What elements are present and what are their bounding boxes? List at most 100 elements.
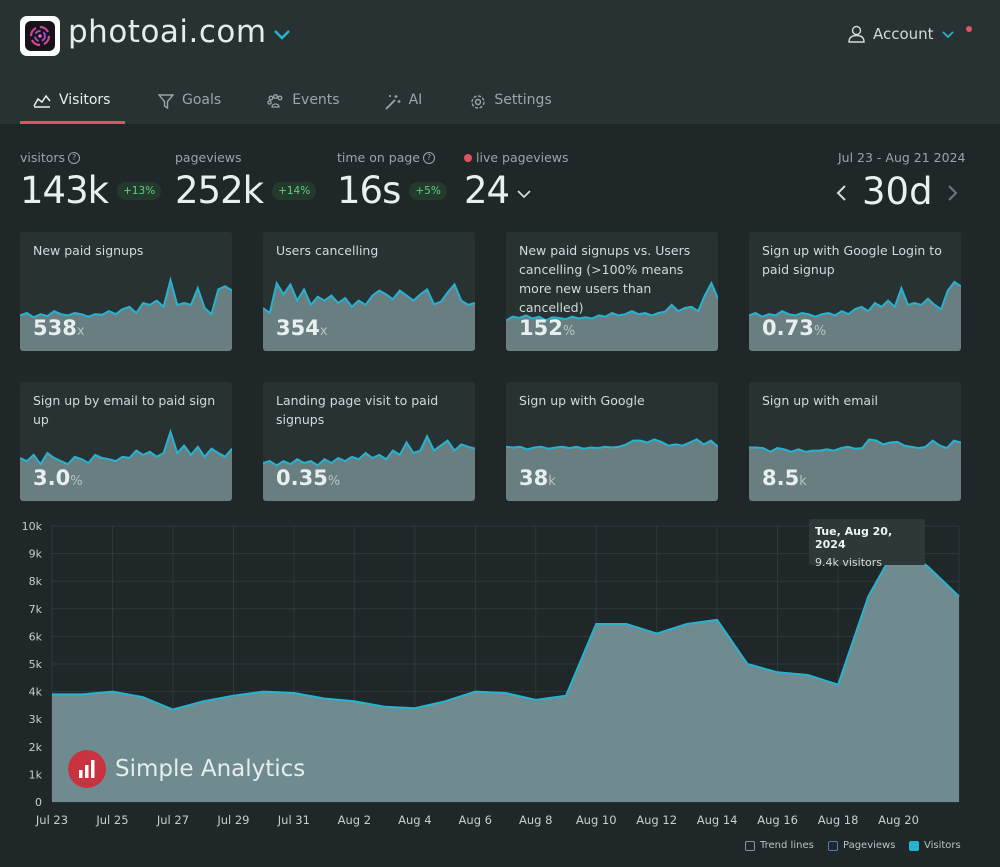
card-unit: k	[799, 474, 807, 489]
sparkline-line	[263, 433, 475, 467]
x-tick-label: Jul 29	[216, 813, 249, 827]
goal-card[interactable]: Users cancelling 354x	[263, 232, 475, 351]
card-value: 0.73%	[762, 316, 826, 340]
chart-icon	[33, 94, 51, 108]
checkbox-icon[interactable]	[745, 840, 755, 851]
x-tick-label: Aug 10	[576, 813, 617, 827]
spiral-logo-icon	[29, 25, 51, 47]
tab-goals[interactable]: Goals	[158, 92, 221, 124]
y-tick-label: 7k	[29, 603, 43, 616]
goal-card[interactable]: New paid signups vs. Users cancelling (>…	[506, 232, 718, 351]
goal-card[interactable]: Sign up with email 8.5k	[749, 382, 961, 501]
legend-trend-lines[interactable]: Trend lines	[745, 840, 814, 851]
tab-settings-label: Settings	[494, 92, 552, 108]
x-tick-label: Aug 8	[519, 813, 552, 827]
goal-card[interactable]: Sign up with Google Login to paid signup…	[749, 232, 961, 351]
chevron-down-icon[interactable]	[516, 188, 532, 200]
stat-live-pageviews[interactable]: live pageviews 24	[464, 150, 569, 212]
sparkline-area	[749, 439, 961, 501]
card-value: 3.0%	[33, 466, 83, 490]
sparkline-line	[506, 438, 718, 451]
sparkline-area	[749, 282, 961, 351]
goal-card[interactable]: New paid signups 538x	[20, 232, 232, 351]
sparkline-line	[749, 438, 961, 453]
tab-events[interactable]: Events	[267, 92, 340, 124]
sparkline-line	[263, 280, 475, 315]
change-badge: +5%	[409, 181, 447, 200]
y-tick-label: 2k	[29, 741, 43, 754]
funnel-icon	[158, 94, 174, 109]
tab-settings[interactable]: Settings	[470, 92, 552, 124]
legend-label: Trend lines	[760, 840, 814, 851]
y-tick-label: 10k	[22, 520, 43, 533]
sparkline-chart	[263, 433, 475, 501]
card-number: 0.73	[762, 316, 814, 340]
y-tick-label: 5k	[29, 658, 43, 671]
x-tick-label: Aug 18	[818, 813, 859, 827]
stat-visitors[interactable]: visitors? 143k +13%	[20, 150, 162, 212]
card-value: 38k	[519, 466, 556, 490]
help-icon[interactable]: ?	[422, 151, 435, 164]
tooltip-value: 9.4k visitors	[815, 556, 883, 569]
card-title: Sign up with email	[762, 393, 879, 408]
sparkline-area	[506, 283, 718, 351]
y-tick-label: 0	[35, 796, 42, 809]
chevron-down-icon[interactable]	[273, 29, 291, 41]
account-label: Account	[873, 25, 934, 43]
card-title: Sign up by email to paid sign up	[33, 393, 216, 427]
tab-ai[interactable]: AI	[384, 92, 422, 124]
tooltip-title: Tue, Aug 20, 2024	[815, 525, 893, 551]
stat-visitors-label: visitors	[20, 150, 66, 165]
sparkline-area	[263, 436, 475, 501]
tab-events-label: Events	[292, 92, 340, 108]
sparkline-chart	[263, 280, 475, 351]
sparkline-line	[20, 428, 232, 466]
y-tick-label: 8k	[29, 575, 43, 588]
period-selector[interactable]: 30d	[862, 170, 933, 213]
sparkline-line	[506, 280, 718, 322]
card-unit: x	[319, 324, 328, 339]
goal-card[interactable]: Sign up by email to paid sign up 3.0%	[20, 382, 232, 501]
site-logo[interactable]	[20, 16, 60, 56]
change-badge: +13%	[117, 181, 162, 200]
checkbox-icon[interactable]	[828, 840, 838, 851]
nav-tabs: Visitors Goals Events AI	[20, 92, 552, 124]
card-unit: k	[548, 474, 556, 489]
checkbox-checked-icon[interactable]	[909, 840, 919, 851]
x-tick-label: Aug 6	[459, 813, 492, 827]
account-menu[interactable]: Account	[848, 25, 954, 43]
legend-visitors[interactable]: Visitors	[909, 840, 961, 851]
stat-pageviews-value: 252k	[175, 169, 264, 212]
card-title: Sign up with Google	[519, 393, 645, 408]
tab-visitors[interactable]: Visitors	[20, 92, 125, 124]
sparkline-line	[749, 280, 961, 318]
stat-pageviews[interactable]: pageviews 252k +14%	[175, 150, 317, 212]
sparkline-area	[20, 280, 232, 351]
chevron-left-icon[interactable]	[834, 184, 848, 202]
stat-pageviews-label: pageviews	[175, 150, 242, 165]
y-tick-label: 3k	[29, 713, 43, 726]
chevron-right-icon[interactable]	[946, 184, 960, 202]
stat-time-on-page[interactable]: time on page? 16s +5%	[337, 150, 447, 212]
header: photoai.com Account Visitors Goals	[0, 0, 1000, 124]
goal-card[interactable]: Sign up with Google 38k	[506, 382, 718, 501]
help-icon[interactable]: ?	[68, 151, 81, 164]
card-value: 354x	[276, 316, 328, 340]
x-tick-label: Aug 12	[636, 813, 677, 827]
card-title: New paid signups	[33, 243, 144, 258]
y-tick-label: 9k	[29, 548, 43, 561]
x-tick-label: Jul 23	[35, 813, 68, 827]
card-title: Landing page visit to paid signups	[276, 393, 439, 427]
sparkline-area	[20, 432, 232, 501]
x-tick-label: Jul 25	[95, 813, 128, 827]
card-number: 538	[33, 316, 77, 340]
site-name[interactable]: photoai.com	[68, 14, 267, 50]
visitors-chart[interactable]: 0 1k 2k 3k 4k 5k 6k 7k 8k 9k 10k Jul 23 Jul 25 Jul 27…	[0, 512, 1000, 832]
y-tick-label: 1k	[29, 768, 43, 781]
paw-icon	[267, 94, 283, 108]
card-number: 0.35	[276, 466, 328, 490]
card-value: 538x	[33, 316, 85, 340]
goal-card[interactable]: Landing page visit to paid signups 0.35%	[263, 382, 475, 501]
legend-pageviews[interactable]: Pageviews	[828, 840, 895, 851]
sparkline-chart	[20, 276, 232, 351]
